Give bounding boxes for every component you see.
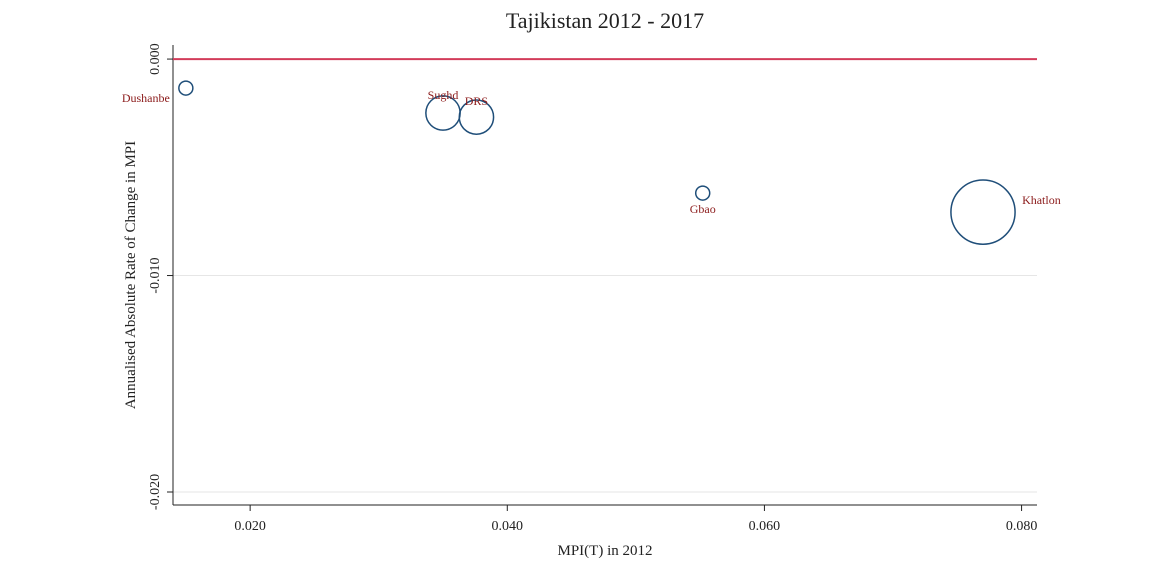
x-tick-label: 0.040 xyxy=(492,519,524,534)
point-label: Dushanbe xyxy=(122,91,170,105)
y-axis-label: Annualised Absolute Rate of Change in MP… xyxy=(123,141,139,409)
y-tick-label: -0.020 xyxy=(148,474,163,510)
bubble xyxy=(950,179,1016,245)
bubble xyxy=(694,185,711,201)
x-tick-label: 0.080 xyxy=(1006,519,1038,534)
chart-title: Tajikistan 2012 - 2017 xyxy=(506,8,704,33)
point-label: DRS xyxy=(465,94,488,108)
bubble xyxy=(178,80,194,96)
point-label: Sughd xyxy=(428,88,459,102)
bubble xyxy=(458,99,495,135)
y-tick-label: 0.000 xyxy=(148,43,163,75)
x-axis-label: MPI(T) in 2012 xyxy=(558,543,653,559)
y-tick-label: -0.010 xyxy=(148,257,163,293)
x-tick-label: 0.060 xyxy=(749,519,781,534)
point-label: Gbao xyxy=(690,202,716,216)
point-label: Khatlon xyxy=(1022,193,1061,207)
x-tick-label: 0.020 xyxy=(234,519,266,534)
